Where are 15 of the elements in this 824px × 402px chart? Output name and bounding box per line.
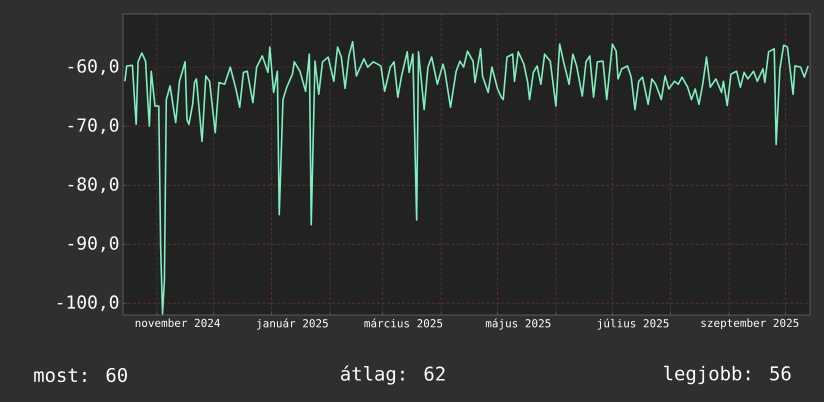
y-tick-label: -90,0	[68, 236, 118, 252]
x-tick-label: március 2025	[364, 318, 442, 328]
x-tick-label: január 2025	[257, 318, 328, 330]
text: most: 60	[34, 368, 127, 382]
text: átlag: 62	[341, 365, 445, 385]
y-tick-label: -70,0	[68, 118, 118, 134]
y-tick-label: -100,0	[58, 295, 118, 312]
x-tick-label: szeptember 2025	[701, 318, 798, 330]
y-tick-label: -60,0	[68, 59, 118, 76]
y-tick-label: -80,0	[68, 177, 118, 194]
x-tick-label: május 2025	[486, 318, 550, 330]
x-tick-label: július 2025	[598, 318, 668, 330]
x-tick-label: november 2024	[136, 318, 220, 327]
text: legjobb: 56	[664, 366, 791, 384]
line-series	[124, 40, 809, 315]
